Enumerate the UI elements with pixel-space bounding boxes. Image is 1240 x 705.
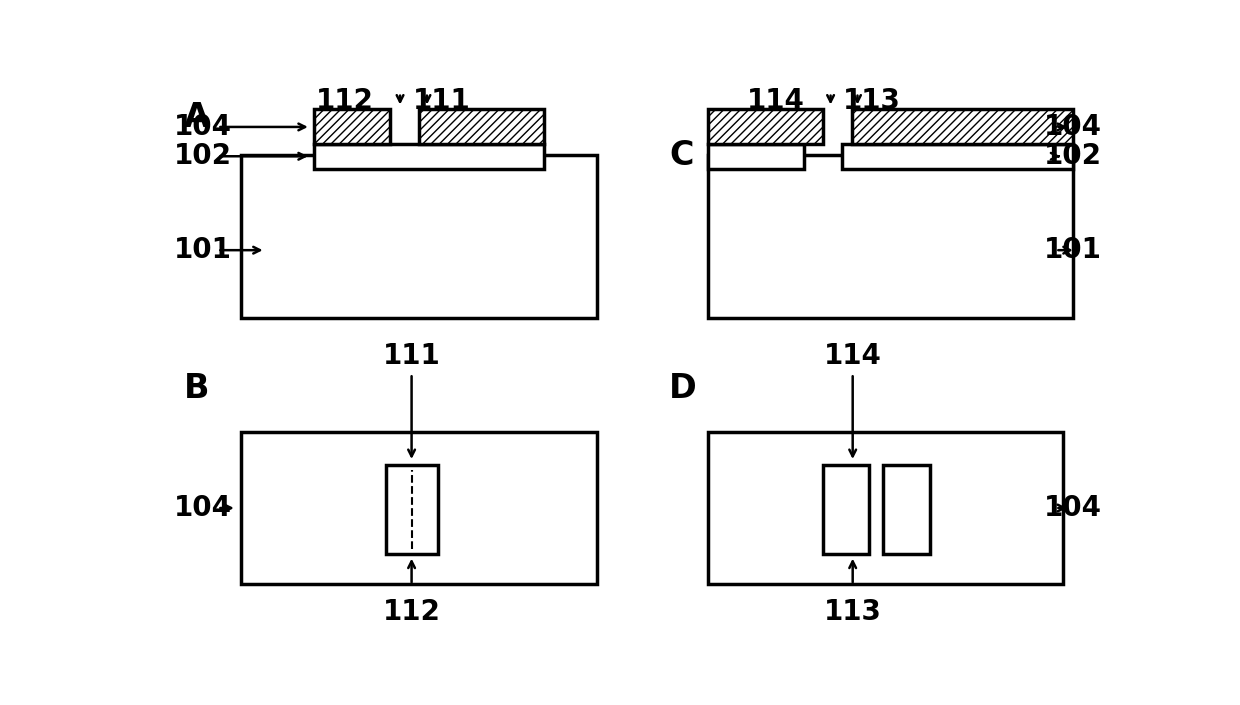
- Bar: [419, 109, 544, 145]
- Text: 112: 112: [316, 87, 374, 116]
- Text: 111: 111: [413, 87, 470, 116]
- Bar: [708, 109, 823, 145]
- Text: A: A: [184, 101, 210, 134]
- Text: 112: 112: [383, 598, 440, 625]
- Text: 104: 104: [174, 113, 232, 141]
- Text: 102: 102: [1044, 142, 1101, 170]
- Bar: [386, 465, 439, 554]
- Bar: [314, 109, 391, 145]
- Bar: [242, 155, 596, 318]
- Bar: [314, 145, 544, 168]
- Text: B: B: [184, 372, 210, 405]
- Bar: [708, 432, 1063, 584]
- Text: 113: 113: [843, 87, 901, 116]
- Bar: [708, 145, 804, 168]
- Bar: [242, 432, 596, 584]
- Text: 113: 113: [823, 598, 882, 625]
- Text: 111: 111: [383, 342, 440, 369]
- Bar: [842, 145, 1073, 168]
- Text: 114: 114: [823, 342, 882, 369]
- Text: 102: 102: [174, 142, 232, 170]
- Text: D: D: [670, 372, 697, 405]
- Text: 114: 114: [746, 87, 805, 116]
- Text: 104: 104: [1044, 494, 1101, 522]
- Bar: [708, 155, 1073, 318]
- Text: C: C: [670, 139, 693, 172]
- Text: 104: 104: [1044, 113, 1101, 141]
- Text: 101: 101: [174, 236, 232, 264]
- Text: 104: 104: [174, 494, 232, 522]
- Bar: [883, 465, 930, 554]
- Bar: [823, 465, 869, 554]
- Text: 101: 101: [1044, 236, 1101, 264]
- Bar: [852, 109, 1073, 145]
